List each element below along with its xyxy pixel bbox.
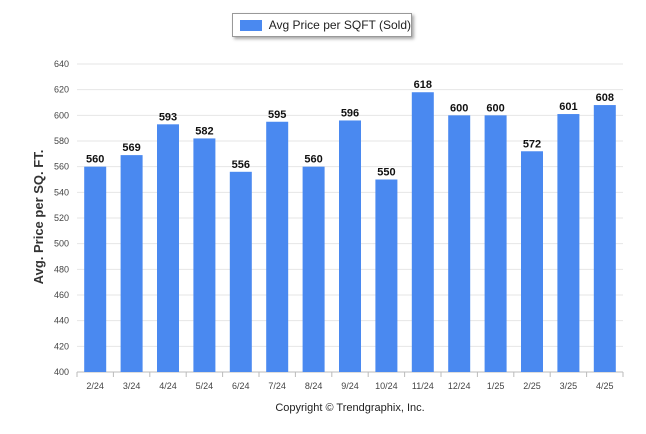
x-tick-label: 3/25 — [560, 381, 578, 391]
x-tick-label: 3/24 — [123, 381, 141, 391]
y-tick-label: 560 — [54, 162, 69, 172]
legend: Avg Price per SQFT (Sold) — [232, 13, 412, 37]
bar-7/24 — [266, 121, 289, 372]
x-tick-label: 1/25 — [487, 381, 505, 391]
y-tick-label: 540 — [54, 187, 69, 197]
x-tick-labels: 2/24 3/24 4/24 5/24 6/24 7/24 8/24 9/24 10/24 11/… — [76, 372, 624, 391]
bar-8/24 — [302, 166, 325, 372]
data-label: 593 — [159, 111, 177, 123]
data-label: 560 — [304, 154, 322, 166]
x-tick-label: 2/25 — [523, 381, 541, 391]
bar-2/25 — [521, 151, 543, 372]
data-label: 572 — [523, 138, 541, 150]
x-tick-label: 9/24 — [341, 381, 359, 391]
x-tick-label: 8/24 — [305, 381, 323, 391]
x-tick-label: 2/24 — [86, 381, 104, 391]
y-tick-label: 580 — [54, 136, 69, 146]
legend-label: Avg Price per SQFT (Sold) — [268, 18, 411, 32]
x-tick-label: 11/24 — [412, 381, 434, 391]
bar-5/24 — [193, 138, 216, 372]
y-tick-labels: 400 420 440 460 480 500 520 540 560 580 600 620 640 — [54, 59, 69, 377]
bar-4/24 — [157, 124, 179, 372]
data-label: 569 — [122, 142, 140, 154]
x-tick-label: 12/24 — [448, 381, 471, 391]
data-label: 608 — [596, 92, 614, 104]
legend-swatch — [240, 19, 262, 31]
data-label: 600 — [486, 102, 504, 114]
y-tick-label: 620 — [54, 85, 69, 95]
y-tick-label: 400 — [54, 367, 69, 377]
data-label: 596 — [341, 107, 359, 119]
bar-9/24 — [339, 120, 361, 372]
bar-11/24 — [411, 92, 434, 372]
y-tick-label: 420 — [54, 341, 69, 351]
bar-12/24 — [448, 115, 471, 372]
data-label: 601 — [559, 101, 577, 113]
bar-10/24 — [375, 179, 398, 372]
x-tick-label: 10/24 — [375, 381, 398, 391]
y-tick-label: 640 — [54, 59, 69, 69]
x-tick-label: 7/24 — [268, 381, 286, 391]
y-tick-label: 440 — [54, 316, 69, 326]
bar-3/24 — [120, 155, 143, 372]
x-tick-label: 5/24 — [196, 381, 214, 391]
x-tick-label: 4/25 — [596, 381, 614, 391]
y-tick-label: 500 — [54, 239, 69, 249]
data-label: 582 — [195, 125, 213, 137]
data-label: 595 — [268, 109, 286, 121]
x-tick-label: 4/24 — [159, 381, 177, 391]
data-label: 556 — [232, 159, 250, 171]
data-label: 600 — [450, 102, 468, 114]
data-label: 560 — [86, 154, 104, 166]
bars — [84, 92, 616, 373]
data-labels: 560 569 593 582 556 595 560 596 550 618 600 600 572 6… — [86, 79, 614, 178]
y-tick-label: 600 — [54, 110, 69, 120]
y-axis-title: Avg. Price per SQ. FT. — [31, 150, 46, 285]
bar-4/25 — [593, 105, 616, 373]
bar-2/24 — [84, 166, 107, 372]
x-tick-label: 6/24 — [232, 381, 250, 391]
data-label: 550 — [377, 167, 395, 179]
bar-6/24 — [229, 171, 252, 372]
y-tick-label: 520 — [54, 213, 69, 223]
copyright-text: Copyright © Trendgraphix, Inc. — [275, 402, 425, 414]
y-tick-label: 460 — [54, 290, 69, 300]
data-label: 618 — [414, 79, 432, 91]
bar-1/25 — [484, 115, 507, 372]
y-tick-label: 480 — [54, 264, 69, 274]
bar-3/25 — [557, 114, 580, 373]
